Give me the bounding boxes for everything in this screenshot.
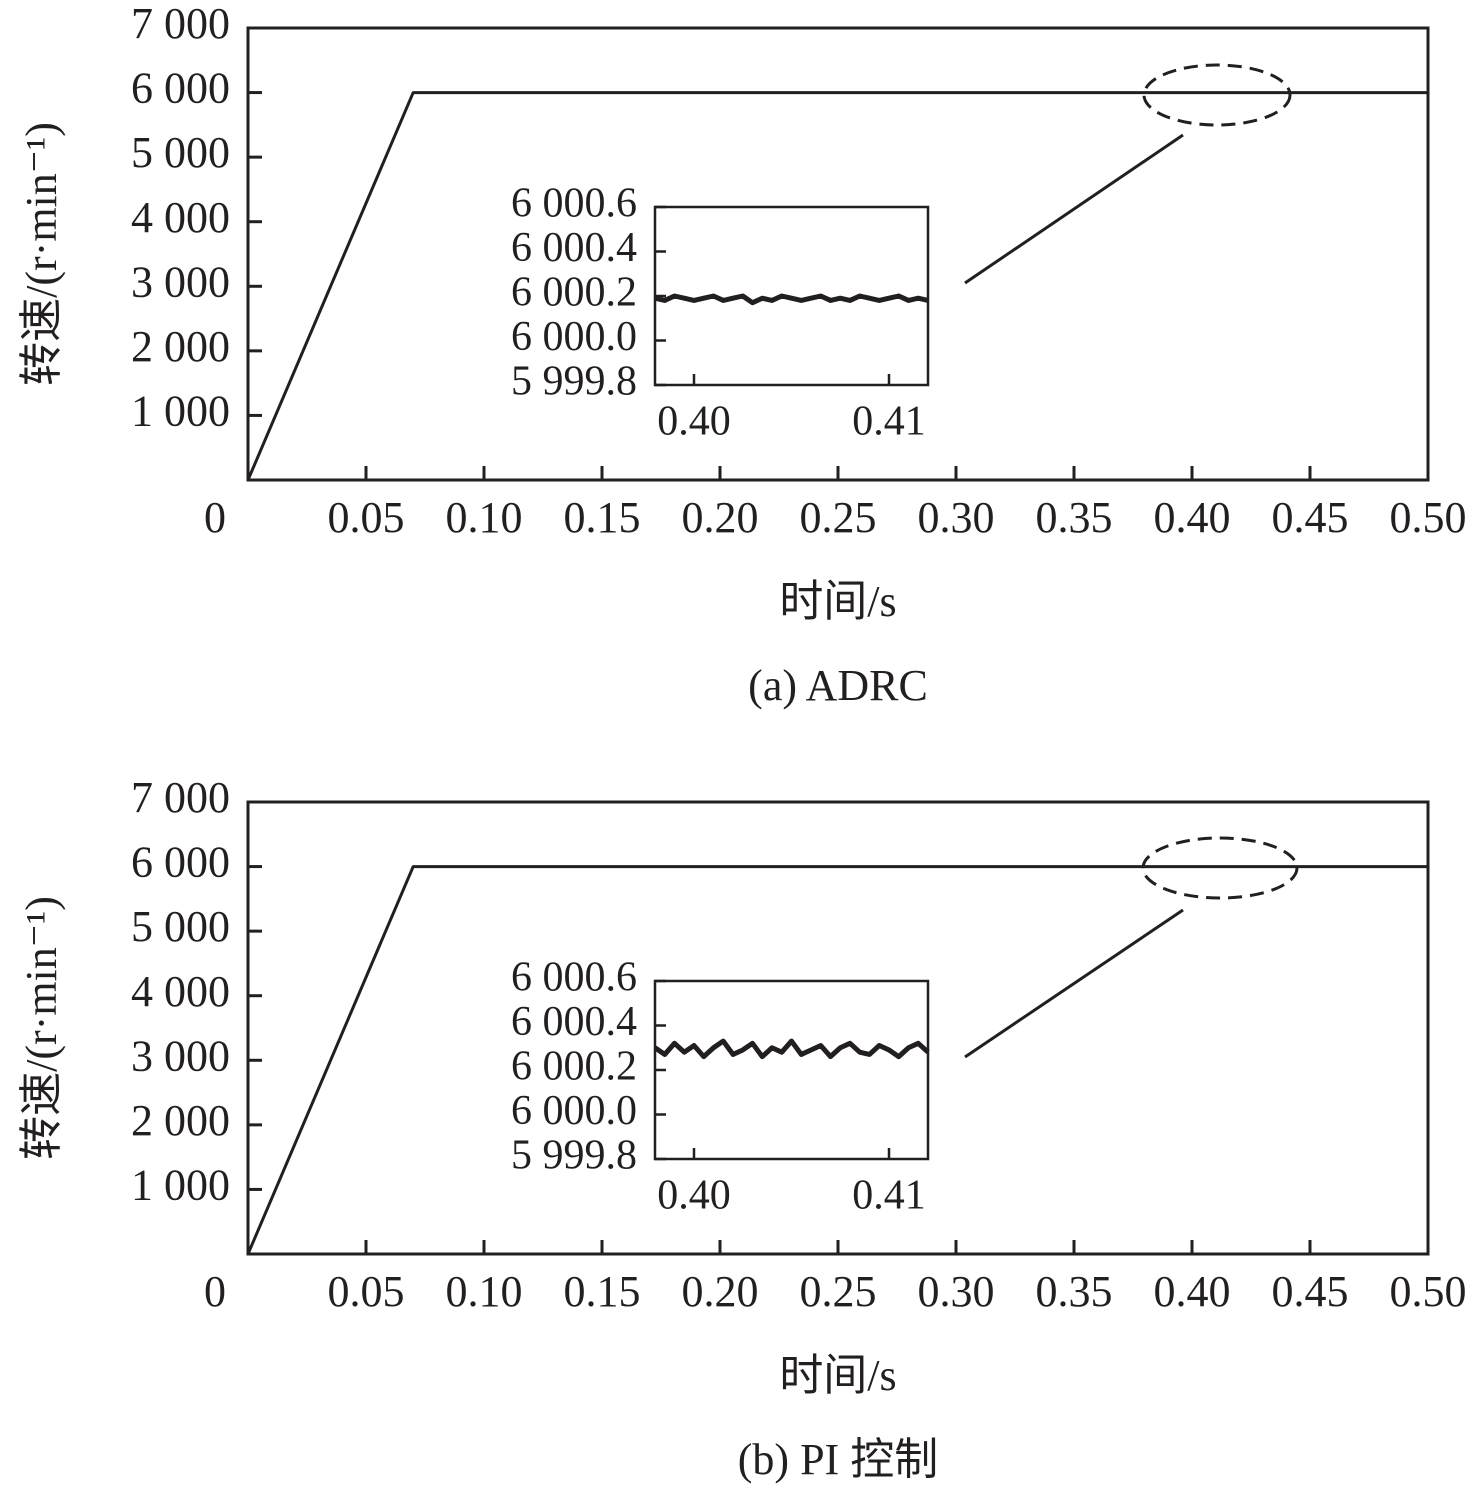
- y-axis-title: 转速/(r·min⁻¹): [17, 896, 66, 1160]
- x-tick-label: 0.10: [446, 1267, 523, 1316]
- zoom-callout-b: [964, 836, 1299, 1059]
- y-tick-label: 4 000: [131, 193, 230, 242]
- x-tick-label: 0.40: [657, 399, 731, 445]
- y-tick-label: 6 000.6: [511, 181, 637, 227]
- y-tick-label: 3 000: [131, 1031, 230, 1080]
- data-line: [246, 91, 1428, 481]
- y-tick-label: 6 000.2: [511, 270, 637, 316]
- y-tick-label: 2 000: [131, 1096, 230, 1145]
- x-tick-label: 0.40: [1154, 493, 1231, 542]
- y-tick-label: 6 000.6: [511, 955, 637, 1001]
- data-line: [653, 1038, 930, 1060]
- x-tick-label: 0.20: [682, 493, 759, 542]
- zoom-ellipse: [1142, 63, 1292, 127]
- x-axis-title: 时间/s: [779, 577, 896, 626]
- y-tick-label: 1 000: [131, 1161, 230, 1210]
- y-tick-label: 5 000: [131, 128, 230, 177]
- x-tick-label: 0.30: [918, 493, 995, 542]
- x-tick-label: 0.10: [446, 493, 523, 542]
- x-tick-label: 0.41: [852, 1173, 926, 1219]
- x-tick-label: 0.15: [564, 493, 641, 542]
- x-tick-label: 0.25: [800, 1267, 877, 1316]
- x-tick-label: 0.41: [852, 399, 926, 445]
- plot-frame: [246, 800, 1430, 1256]
- y-tick-label: 3 000: [131, 257, 230, 306]
- x-tick-label: 0.40: [1154, 1267, 1231, 1316]
- x-tick-label: 0.30: [918, 1267, 995, 1316]
- zoom-connector: [964, 133, 1184, 285]
- x-tick-label: 0: [204, 1267, 226, 1316]
- x-tick-label: 0.05: [328, 493, 405, 542]
- x-tick-label: 0.45: [1272, 493, 1349, 542]
- x-tick-label: 0.25: [800, 493, 877, 542]
- x-axis-title: 时间/s: [779, 1351, 896, 1400]
- x-tick-label: 0.05: [328, 1267, 405, 1316]
- y-tick-label: 5 999.8: [511, 359, 637, 405]
- zoom-connector: [964, 908, 1184, 1059]
- y-tick-label: 6 000.0: [511, 314, 637, 360]
- x-tick-label: 0.15: [564, 1267, 641, 1316]
- x-tick-label: 0.35: [1036, 1267, 1113, 1316]
- y-tick-label: 6 000: [131, 838, 230, 887]
- plot-frame: [653, 979, 930, 1161]
- x-tick-label: 0.50: [1390, 1267, 1467, 1316]
- y-tick-label: 6 000: [131, 64, 230, 113]
- y-tick-label: 1 000: [131, 387, 230, 436]
- y-axis-title: 转速/(r·min⁻¹): [17, 122, 66, 386]
- plot-frame: [246, 26, 1430, 482]
- data-line: [246, 865, 1428, 1255]
- y-tick-label: 7 000: [131, 773, 230, 822]
- y-tick-label: 5 999.8: [511, 1133, 637, 1179]
- y-tick-label: 5 000: [131, 902, 230, 951]
- y-tick-label: 6 000.4: [511, 225, 637, 271]
- y-tick-label: 4 000: [131, 967, 230, 1016]
- x-tick-label: 0: [204, 493, 226, 542]
- y-tick-label: 6 000.0: [511, 1088, 637, 1134]
- zoom-callout-a: [964, 63, 1292, 285]
- x-tick-label: 0.20: [682, 1267, 759, 1316]
- x-tick-label: 0.50: [1390, 493, 1467, 542]
- y-tick-label: 2 000: [131, 322, 230, 371]
- x-tick-label: 0.35: [1036, 493, 1113, 542]
- y-tick-label: 7 000: [131, 0, 230, 48]
- x-tick-label: 0.45: [1272, 1267, 1349, 1316]
- y-tick-label: 6 000.2: [511, 1044, 637, 1090]
- y-tick-label: 6 000.4: [511, 999, 637, 1045]
- data-line: [654, 293, 929, 306]
- x-tick-label: 0.40: [657, 1173, 731, 1219]
- caption: (a) ADRC: [748, 661, 928, 710]
- caption: (b) PI 控制: [738, 1435, 938, 1484]
